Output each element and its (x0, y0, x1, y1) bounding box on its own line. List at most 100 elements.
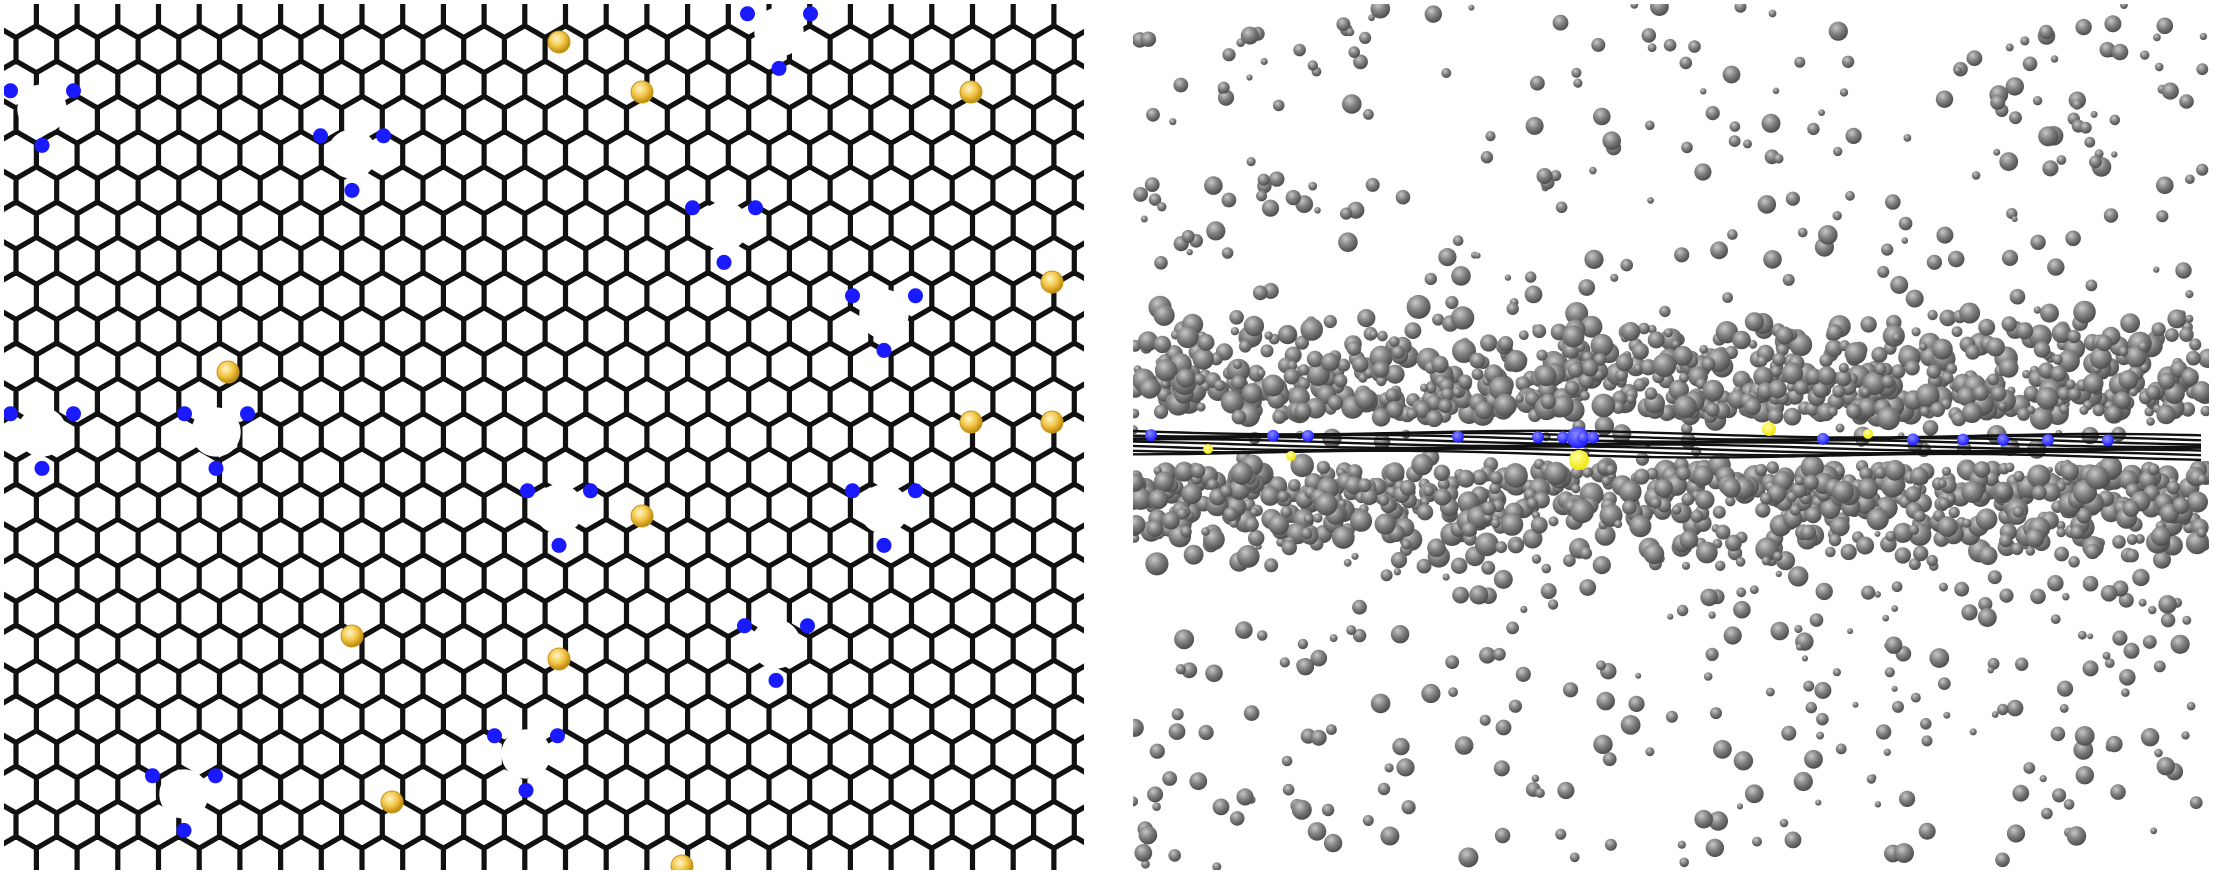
particle (1621, 322, 1641, 341)
particle (2015, 657, 2029, 671)
particle (2154, 62, 2164, 72)
particle (1376, 375, 1387, 387)
particle (1788, 566, 1809, 587)
particle (1396, 758, 1415, 777)
particle (1941, 466, 1951, 476)
particle (1679, 530, 1699, 550)
particle (2185, 314, 2194, 323)
particle (1994, 482, 2012, 501)
adatom (1040, 410, 1064, 434)
particle (1399, 479, 1416, 496)
particle (1915, 383, 1940, 408)
particle (1310, 729, 1327, 746)
particle (1388, 336, 1400, 347)
particle (1779, 818, 1789, 828)
side-view-panel (1133, 4, 2209, 870)
particle (1789, 504, 1801, 516)
particle (1148, 489, 1169, 510)
particle (2012, 784, 2030, 802)
particle (2090, 110, 2098, 118)
particle (1828, 21, 1848, 41)
particle (1204, 176, 1223, 195)
particle (1353, 54, 1368, 70)
particle (1991, 711, 1999, 718)
nitrogen-atom (768, 672, 784, 688)
particle (1951, 326, 1963, 337)
particle (1846, 403, 1862, 419)
particle (1999, 533, 2013, 548)
particle (2085, 465, 2110, 490)
particle (2140, 728, 2160, 747)
particle (1630, 4, 1639, 9)
particle (2150, 827, 2158, 835)
particle (1169, 118, 1177, 126)
particle (1679, 372, 1689, 383)
particle (2126, 534, 2138, 545)
particle (1881, 374, 1895, 389)
particle (1294, 402, 1312, 420)
particle (1540, 583, 1557, 600)
particle (2148, 605, 2157, 615)
particle (1515, 666, 1531, 682)
particle (1921, 735, 1933, 747)
particle (1481, 560, 1496, 575)
particle (1866, 774, 1876, 784)
particle (1712, 505, 1726, 519)
particle (1939, 309, 1956, 327)
particle (1937, 516, 1958, 537)
particle (2190, 381, 2209, 402)
particle (1176, 508, 1188, 520)
particle (1947, 250, 1965, 268)
particle (1377, 782, 1391, 796)
particle (1468, 4, 1475, 11)
particle (1281, 539, 1297, 556)
particle (1133, 187, 1148, 202)
particle (1866, 507, 1889, 531)
particle (2056, 520, 2066, 531)
particle (1835, 370, 1852, 387)
particle (2199, 32, 2208, 41)
nitrogen-atom (4, 406, 18, 422)
particle (2200, 405, 2209, 417)
particle (1440, 387, 1454, 401)
particle (1602, 131, 1621, 150)
particle (1133, 487, 1152, 510)
particle (2075, 766, 2094, 785)
particle (2074, 726, 2095, 746)
particle (1809, 613, 1824, 627)
particle (1819, 353, 1833, 368)
particle (1235, 621, 1253, 639)
particle (2113, 391, 2132, 410)
nitrogen-atom (876, 342, 892, 358)
particle (2189, 796, 2203, 809)
particle (2084, 136, 2096, 148)
particle (1385, 364, 1405, 384)
particle (1881, 243, 1894, 256)
particle (1406, 408, 1418, 420)
particle (1280, 506, 1293, 518)
particle (1672, 505, 1682, 515)
particle (2087, 633, 2094, 640)
particle (1298, 364, 1310, 376)
particle (1926, 554, 1938, 567)
particle (1705, 838, 1725, 858)
particle (1525, 391, 1540, 406)
particle (2118, 346, 2129, 357)
nitrogen-atom (1907, 433, 1919, 446)
nitrogen-atom (344, 182, 360, 198)
particle (1831, 480, 1854, 503)
particle (1424, 5, 1442, 23)
particle (1323, 314, 1337, 329)
particle (1591, 393, 1616, 418)
particle (1269, 171, 1285, 187)
particle (2029, 406, 2053, 430)
particle (1236, 545, 1260, 568)
particle (1794, 56, 1806, 68)
particle (1628, 695, 1645, 713)
particle (1767, 484, 1787, 504)
particle (1378, 494, 1390, 506)
particle (1618, 480, 1642, 504)
particle (1734, 4, 1747, 13)
nitrogen-atom (176, 822, 192, 838)
particle (1256, 630, 1268, 641)
